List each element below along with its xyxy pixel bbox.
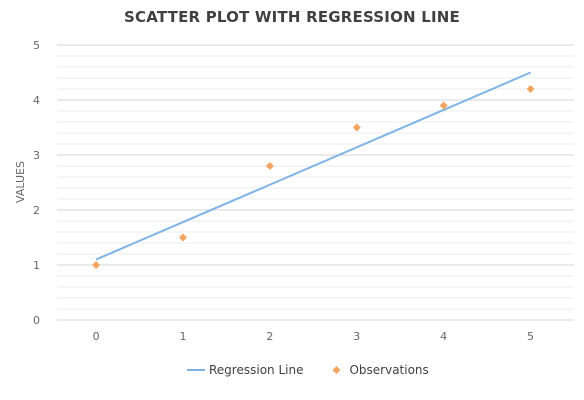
y-tick-label: 2 xyxy=(33,204,40,217)
observation-point xyxy=(265,162,274,170)
chart-title: SCATTER PLOT WITH REGRESSION LINE xyxy=(124,8,460,26)
x-tick-labels: 0 1 2 3 4 5 xyxy=(93,330,534,343)
legend: Regression Line Observations xyxy=(187,363,429,377)
observation-point xyxy=(439,101,448,110)
legend-label: Observations xyxy=(349,363,428,377)
y-axis-label: VALUES xyxy=(14,161,27,203)
observation-point xyxy=(92,261,101,269)
legend-label: Regression Line xyxy=(209,363,303,377)
x-tick-label: 0 xyxy=(93,330,100,343)
legend-diamond-marker xyxy=(332,366,341,374)
series-layer xyxy=(92,71,535,269)
y-tick-label: 1 xyxy=(33,259,40,272)
regression-line xyxy=(95,71,531,261)
x-tick-label: 2 xyxy=(266,330,273,343)
y-tick-label: 3 xyxy=(33,149,40,162)
x-tick-label: 3 xyxy=(353,330,360,343)
y-tick-label: 4 xyxy=(33,94,40,107)
observation-point xyxy=(526,85,535,93)
x-tick-label: 5 xyxy=(527,330,534,343)
y-tick-label: 5 xyxy=(33,39,40,52)
x-tick-label: 4 xyxy=(440,330,447,343)
x-tick-label: 1 xyxy=(179,330,186,343)
y-tick-label: 0 xyxy=(33,314,40,327)
observation-point xyxy=(352,123,361,132)
observation-point xyxy=(178,233,187,242)
y-tick-labels: 0 1 2 3 4 5 xyxy=(33,39,40,327)
grid-layer xyxy=(57,44,574,321)
